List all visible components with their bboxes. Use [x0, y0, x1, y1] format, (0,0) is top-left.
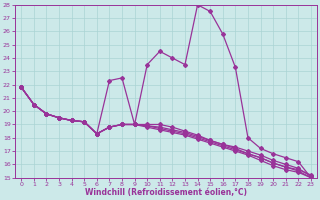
X-axis label: Windchill (Refroidissement éolien,°C): Windchill (Refroidissement éolien,°C)	[85, 188, 247, 197]
